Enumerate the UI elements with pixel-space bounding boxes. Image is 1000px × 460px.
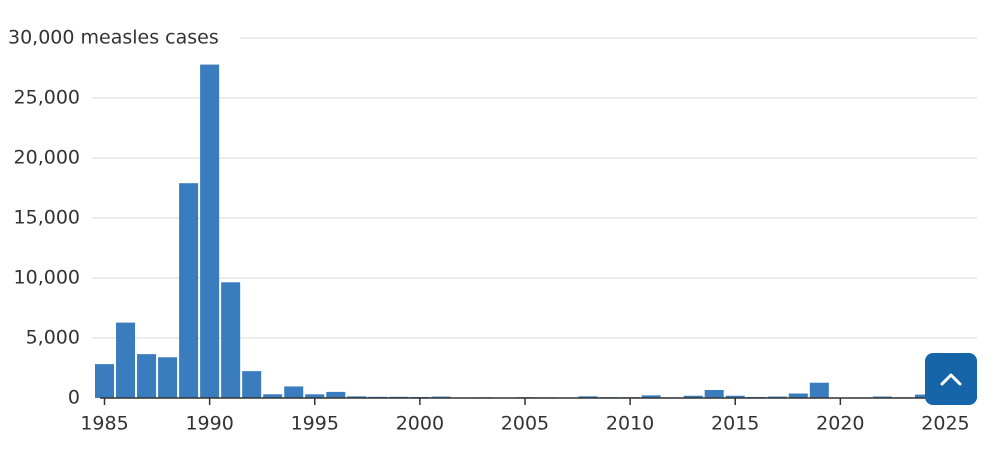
bar <box>137 354 156 398</box>
y-tick-label: 30,000 measles cases <box>8 27 219 49</box>
bar <box>116 323 135 398</box>
x-tick-label: 2015 <box>711 413 759 435</box>
bar <box>284 386 303 398</box>
bar <box>705 390 724 398</box>
x-tick-label: 2025 <box>921 413 969 435</box>
x-tick-label: 2020 <box>816 413 864 435</box>
bar <box>200 65 219 398</box>
y-tick-label: 10,000 <box>14 267 80 289</box>
bar <box>221 282 240 398</box>
bar <box>95 364 114 398</box>
x-tick-label: 2000 <box>396 413 444 435</box>
y-tick-label: 25,000 <box>14 87 80 109</box>
x-tick-label: 1985 <box>80 413 128 435</box>
y-tick-label: 20,000 <box>14 147 80 169</box>
bar <box>326 392 345 398</box>
x-tick-label: 2005 <box>501 413 549 435</box>
y-tick-label: 0 <box>68 387 80 409</box>
scroll-to-top-button[interactable] <box>925 353 977 405</box>
x-tick-label: 1990 <box>185 413 233 435</box>
bar <box>810 383 829 398</box>
x-tick-label: 2010 <box>606 413 654 435</box>
chevron-up-icon <box>925 353 977 405</box>
y-tick-label: 15,000 <box>14 207 80 229</box>
y-tick-label: 5,000 <box>26 327 80 349</box>
bar <box>179 183 198 398</box>
bar <box>158 357 177 398</box>
x-tick-label: 1995 <box>291 413 339 435</box>
bar <box>242 371 261 398</box>
